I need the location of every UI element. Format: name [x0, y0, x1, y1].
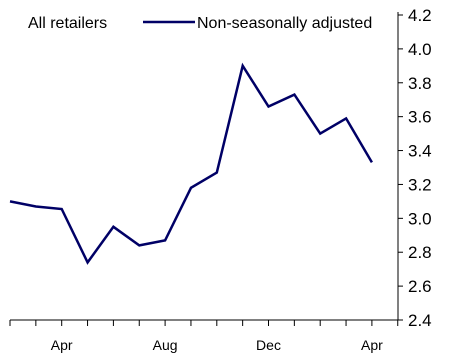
x-ticks: Apr Aug Dec Apr	[9, 320, 399, 353]
y-tick-label: 2.6	[408, 277, 432, 296]
y-tick-label: 3.8	[408, 74, 432, 93]
y-tick-label: 2.4	[408, 311, 432, 330]
x-tick-label: Apr	[361, 337, 383, 353]
legend-label: Non-seasonally adjusted	[197, 15, 372, 32]
y-tick-label: 4.2	[408, 6, 432, 25]
x-tick-label: Aug	[153, 337, 178, 353]
y-tick-label: 2.8	[408, 243, 432, 262]
y-tick-label: 3.6	[408, 108, 432, 127]
x-tick-label: Dec	[256, 337, 281, 353]
y-tick-label: 3.4	[408, 142, 432, 161]
y-tick-label: 4.0	[408, 40, 432, 59]
series-line-non-seasonally-adjusted	[9, 62, 373, 265]
y-tick-label: 3.2	[408, 175, 432, 194]
chart-title: All retailers	[28, 15, 107, 32]
y-ticks: 2.4 2.6 2.8 3.0 3.2 3.4 3.6 3.8 4.0 4.2	[398, 6, 432, 330]
x-tick-label: Apr	[51, 337, 73, 353]
y-tick-label: 3.0	[408, 209, 432, 228]
